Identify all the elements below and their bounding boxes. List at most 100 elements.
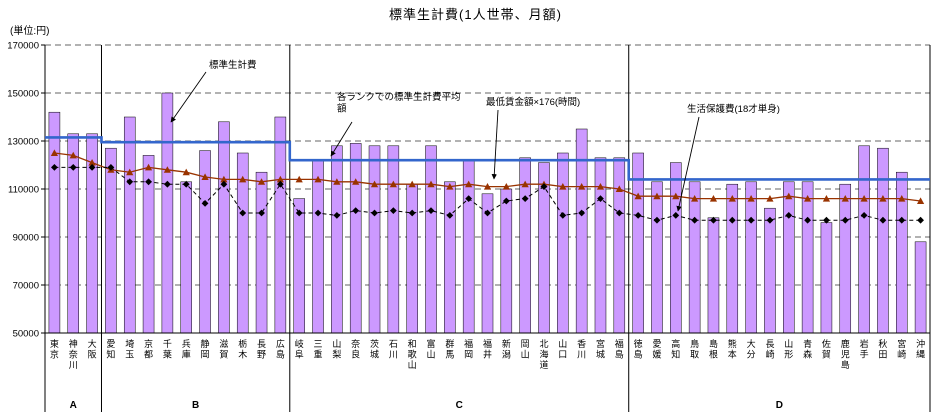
prefecture-label: 島根 (709, 338, 718, 360)
prefecture-label: 愛知 (106, 338, 115, 360)
triangle-marker (389, 180, 397, 188)
bar (764, 207, 776, 334)
bar (783, 181, 795, 334)
diamond-marker (860, 212, 868, 219)
triangle-marker (728, 195, 736, 202)
triangle-marker (653, 192, 661, 200)
bar (745, 181, 757, 334)
bar (368, 145, 381, 334)
diamond-marker (597, 195, 604, 202)
diamond-marker (145, 178, 152, 186)
bar (218, 121, 230, 334)
annotation-label: 標準生計費 (209, 59, 257, 71)
triangle-marker (559, 183, 567, 190)
prefecture-label: 和歌山 (408, 339, 417, 370)
prefecture-label: 岩手 (860, 338, 869, 360)
diamond-marker (521, 195, 529, 202)
bar (425, 145, 437, 334)
diamond-marker (371, 209, 378, 217)
diamond-marker (559, 212, 567, 219)
annotation-arrow (491, 109, 499, 180)
bar (331, 145, 343, 334)
bar (406, 183, 418, 334)
bar (123, 116, 136, 334)
rank-label: B (192, 400, 199, 411)
prefecture-label: 福井 (483, 338, 492, 360)
triangle-marker (126, 168, 134, 176)
prefecture-label: 群馬 (445, 338, 454, 360)
prefecture-label: 熊本 (728, 338, 737, 360)
triangle-marker (276, 175, 284, 183)
bar (839, 183, 852, 334)
diamond-marker (408, 209, 416, 217)
prefecture-label: 長野 (257, 339, 266, 360)
diamond-marker (182, 180, 190, 188)
diamond-marker (201, 200, 209, 207)
triangle-marker (860, 195, 868, 202)
prefecture-label: 沖縄 (916, 338, 925, 360)
diamond-marker (917, 216, 924, 224)
y-tick-label: 70000 (13, 281, 39, 292)
triangle-marker (239, 175, 247, 183)
triangle-marker (747, 195, 755, 202)
triangle-marker (483, 183, 492, 190)
diamond-marker (220, 180, 228, 188)
bar (67, 133, 79, 334)
prefecture-label: 神奈川 (69, 338, 78, 370)
diamond-marker (389, 207, 397, 214)
bar (500, 188, 513, 334)
triangle-marker (295, 175, 303, 183)
diamond-marker (239, 209, 247, 217)
bar (877, 147, 889, 334)
triangle-marker (314, 175, 322, 183)
annotation-label: 生活保護費(18才単身) (687, 103, 780, 115)
triangle-marker (352, 178, 360, 185)
diamond-marker (107, 164, 115, 171)
prefecture-label: 佐賀 (822, 338, 831, 360)
triangle-marker (898, 195, 906, 202)
diamond-marker (540, 183, 548, 190)
prefecture-label: 石川 (389, 339, 398, 360)
triangle-marker (144, 163, 153, 171)
rank-label: C (456, 400, 463, 411)
bar (858, 145, 870, 334)
annotation-label: 各ランクでの標準生計費平均額 (337, 91, 461, 115)
prefecture-label: 栃木 (238, 338, 247, 360)
prefecture-label: 山形 (784, 339, 793, 360)
chart-title: 標準生計費(1人世帯、月額) (389, 7, 562, 22)
prefecture-label: 秋田 (878, 338, 887, 360)
triangle-marker (521, 180, 529, 188)
diamond-marker (69, 164, 77, 171)
unit-label: (単位:円) (10, 26, 50, 37)
diamond-marker (276, 180, 284, 188)
bar (444, 181, 456, 334)
y-axis-labels: 50000 70000 90000 110000 130000 150000 170000 (7, 41, 45, 340)
diamond-marker (352, 207, 360, 214)
diamond-marker (898, 216, 906, 224)
diamond-marker (502, 197, 510, 205)
triangle-marker (596, 183, 605, 190)
diamond-marker (465, 195, 473, 202)
diamond-marker (879, 216, 887, 224)
bar (48, 111, 61, 334)
prefecture-label: 福岡 (464, 338, 473, 360)
triangle-marker (615, 185, 623, 192)
prefecture-label: 滋賀 (219, 338, 228, 360)
prefecture-label: 岐阜 (295, 338, 304, 360)
bar (161, 92, 174, 334)
prefecture-label: 高知 (671, 338, 680, 360)
prefecture-label: 兵庫 (182, 338, 191, 360)
prefecture-label: 長崎 (765, 339, 774, 360)
welfare-line (51, 164, 924, 224)
bar (255, 171, 268, 334)
annotation-arrow (170, 71, 207, 123)
triangle-marker (163, 166, 171, 173)
diamond-marker (126, 178, 134, 186)
triangle-marker (220, 175, 228, 183)
diamond-marker (295, 209, 303, 217)
group-dividers (44, 45, 931, 412)
prefecture-label: 鹿児島 (841, 338, 850, 370)
bar (293, 198, 305, 334)
